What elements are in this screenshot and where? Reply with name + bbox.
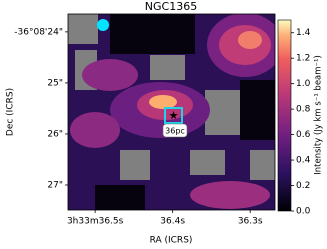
colorbar-tick-label: 1.0 [296,79,311,89]
y-tick-label: 25" [47,78,63,88]
plot-frame [67,13,276,211]
y-axis-label: Dec (ICRS) [6,88,16,136]
x-tick-label: 3h33m36.5s [67,217,124,227]
colorbar-tick-label: 0.6 [296,130,311,140]
y-tick-label: -36°08'24" [14,27,63,37]
chart-title: NGC1365 [145,0,197,13]
colorbar-tick-label: 0.0 [296,207,311,217]
colorbar-tick-label: 1.2 [296,54,310,64]
colorbar-tick-label: 1.4 [296,28,311,38]
intensity-map: ★ [68,14,275,210]
x-axis-label: RA (ICRS) [150,236,193,246]
scale-label: 36pc [165,127,185,136]
x-tick-label: 36.4s [160,217,185,227]
colorbar-tick-label: 0.4 [296,156,311,166]
y-tick-label: 26" [47,129,63,139]
colorbar-tick-label: 0.2 [296,181,310,191]
y-tick-label: 27" [47,180,63,190]
x-tick-label: 36.3s [238,217,263,227]
svg-text:★: ★ [169,109,179,122]
colorbar-label: Intensity (Jy km s⁻¹ beam⁻¹) [314,55,324,175]
colorbar [277,19,292,212]
colorbar-tick-label: 0.8 [296,105,311,115]
